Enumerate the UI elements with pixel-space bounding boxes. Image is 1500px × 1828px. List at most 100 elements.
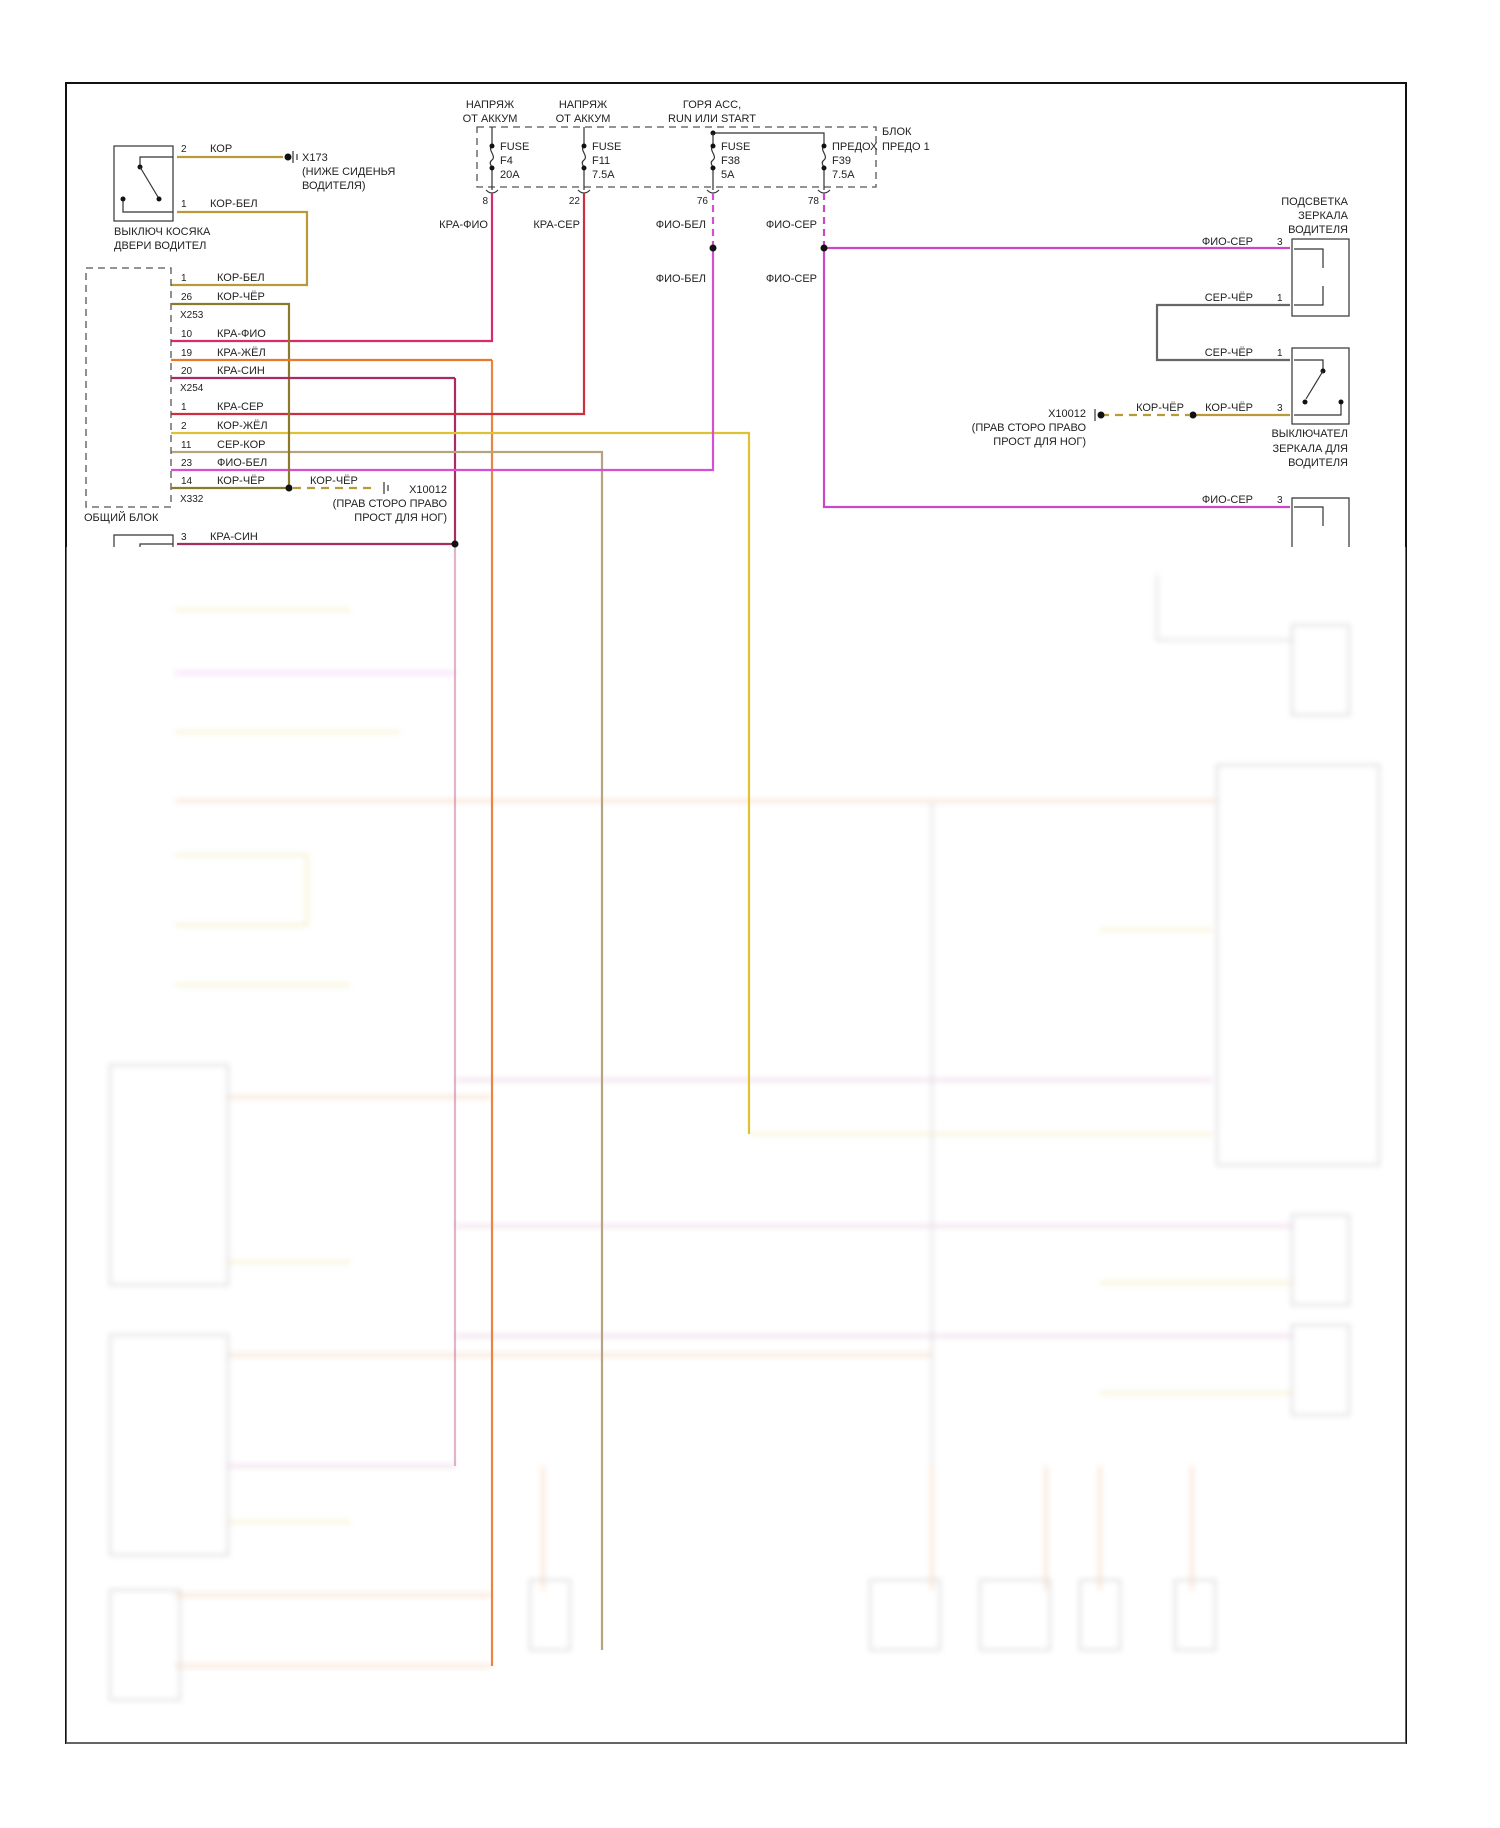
svg-text:8: 8 [482,196,488,207]
power-source-f11: НАПРЯЖ ОТ АККУМ [556,99,611,125]
diagram-frame [65,82,1407,1744]
svg-text:1: 1 [181,402,187,413]
svg-text:X173: X173 [302,152,328,164]
svg-text:78: 78 [808,196,820,207]
fuse-f4: FUSE F4 20A 8 КРА-ФИО [439,127,529,231]
svg-text:КРА-СИН: КРА-СИН [210,531,258,543]
svg-text:ВЫКЛЮЧАТЕЛ: ВЫКЛЮЧАТЕЛ [1271,428,1348,440]
svg-text:10: 10 [181,329,193,340]
wire-kra-fio [171,193,494,343]
svg-text:20: 20 [181,366,193,377]
svg-text:СЕР-КОР: СЕР-КОР [217,439,265,451]
svg-text:3: 3 [1277,495,1283,506]
fuse-block-label-2: ПРЕДО 1 [882,141,930,153]
svg-text:НАПРЯЖ: НАПРЯЖ [559,99,607,111]
wire-fio-bel [171,248,715,472]
svg-text:X10012: X10012 [409,484,447,496]
fuse-f39: ПРЕДОХ F39 7.5A 78 ФИО-СЕР ФИО-СЕР [766,141,878,285]
svg-text:КРА-СЕР: КРА-СЕР [217,401,264,413]
svg-text:КОР-ЧЁР: КОР-ЧЁР [217,475,265,487]
mirror-switch[interactable]: СЕР-ЧЁР 1 КОР-ЧЁР 3 ВЫКЛЮЧАТЕЛ ЗЕРКАЛА Д… [1205,347,1350,469]
svg-text:20A: 20A [500,169,520,181]
svg-text:ФИО-БЕЛ: ФИО-БЕЛ [656,273,706,285]
svg-text:ПОДСВЕТКА: ПОДСВЕТКА [1281,196,1348,208]
wire-ser-kor [171,450,604,1650]
svg-text:X332: X332 [180,494,204,505]
wire-label: КОР-БЕЛ [210,198,258,210]
wire-kra-ser [171,193,586,416]
svg-text:КОР-ЧЁР: КОР-ЧЁР [1136,402,1184,414]
ground-x10012-right: КОР-ЧЁР X10012 (ПРАВ СТОРО ПРАВО ПРОСТ Д… [972,402,1190,448]
fuse-block-label: БЛОК [882,126,912,138]
lower-left-component: 3 КРА-СИН [113,531,258,547]
svg-text:76: 76 [697,196,709,207]
svg-text:ГОРЯ ACC,: ГОРЯ ACC, [683,99,741,111]
blurred-lower-section [109,575,1380,1701]
fuse-block-outline [476,126,877,188]
body-module-outline [85,267,172,508]
svg-text:3: 3 [181,532,187,543]
ground-x173: X173 (НИЖЕ СИДЕНЬЯ ВОДИТЕЛЯ) [284,151,395,192]
svg-text:КРА-ФИО: КРА-ФИО [439,219,488,231]
svg-text:КРА-ФИО: КРА-ФИО [217,328,266,340]
wire-ser-cher [1155,303,1290,362]
svg-text:3: 3 [1277,237,1283,248]
svg-text:F4: F4 [500,155,513,167]
svg-text:ЗЕРКАЛА ДЛЯ: ЗЕРКАЛА ДЛЯ [1272,443,1348,455]
svg-text:КОР-ЧЁР: КОР-ЧЁР [310,475,358,487]
svg-text:ВОДИТЕЛЯ: ВОДИТЕЛЯ [1288,224,1348,236]
svg-text:3: 3 [1277,403,1283,414]
door-jamb-switch[interactable]: ВЫКЛЮЧ КОСЯКА ДВЕРИ ВОДИТЕЛ [113,145,211,252]
pin-label: 2 [181,144,187,155]
ignition-bus [713,132,825,146]
svg-text:RUN ИЛИ START: RUN ИЛИ START [668,113,756,125]
right-component-3: ФИО-СЕР 3 [1202,494,1350,547]
body-module-pins: 1 КОР-БЕЛ 26 КОР-ЧЁР X253 10 КРА-ФИО 19 КРА-… [180,272,268,505]
svg-text:КРА-ЖЁЛ: КРА-ЖЁЛ [217,347,266,359]
svg-text:ДВЕРИ ВОДИТЕЛ: ДВЕРИ ВОДИТЕЛ [114,240,206,252]
svg-text:F38: F38 [721,155,740,167]
svg-text:FUSE: FUSE [592,141,621,153]
wire-kor-zhel [171,431,751,1134]
svg-text:F39: F39 [832,155,851,167]
svg-text:X254: X254 [180,383,204,394]
wire-kor-bel [171,210,309,287]
svg-text:X10012: X10012 [1048,408,1086,420]
svg-text:X253: X253 [180,310,204,321]
svg-text:ОТ АККУМ: ОТ АККУМ [463,113,518,125]
svg-text:КОР-ЧЁР: КОР-ЧЁР [217,291,265,303]
svg-text:14: 14 [181,476,193,487]
svg-text:7.5A: 7.5A [832,169,855,181]
svg-text:22: 22 [569,196,581,207]
svg-text:26: 26 [181,292,193,303]
svg-text:ВОДИТЕЛЯ): ВОДИТЕЛЯ) [302,180,366,192]
wire-fio-ser [822,246,1290,509]
svg-text:7.5A: 7.5A [592,169,615,181]
svg-text:ФИО-СЕР: ФИО-СЕР [766,273,817,285]
svg-text:(ПРАВ СТОРО ПРАВО: (ПРАВ СТОРО ПРАВО [333,498,448,510]
svg-text:ФИО-СЕР: ФИО-СЕР [1202,236,1253,248]
svg-text:КОР-БЕЛ: КОР-БЕЛ [217,272,265,284]
svg-text:ФИО-БЕЛ: ФИО-БЕЛ [217,457,267,469]
ground-x10012-left: КОР-ЧЁР X10012 (ПРАВ СТОРО ПРАВО ПРОСТ Д… [293,475,447,524]
svg-text:11: 11 [181,440,192,451]
svg-text:23: 23 [181,458,193,469]
svg-text:КРА-СЕР: КРА-СЕР [533,219,580,231]
svg-text:КОР-ЖЁЛ: КОР-ЖЁЛ [217,420,268,432]
svg-text:ВОДИТЕЛЯ: ВОДИТЕЛЯ [1288,457,1348,469]
svg-text:ФИО-СЕР: ФИО-СЕР [1202,494,1253,506]
svg-text:НАПРЯЖ: НАПРЯЖ [466,99,514,111]
svg-text:19: 19 [181,348,193,359]
svg-text:F11: F11 [592,155,610,167]
svg-text:СЕР-ЧЁР: СЕР-ЧЁР [1205,292,1253,304]
svg-text:5A: 5A [721,169,735,181]
fuse-f38: FUSE F38 5A 76 ФИО-БЕЛ ФИО-БЕЛ [656,133,750,285]
wire-kor-cher [171,302,291,490]
body-module-label: ОБЩИЙ БЛОК [84,511,159,524]
svg-text:ПРОСТ ДЛЯ НОГ): ПРОСТ ДЛЯ НОГ) [354,512,447,524]
fuse-f11: FUSE F11 7.5A 22 КРА-СЕР [533,127,621,231]
pin-label: 1 [181,199,187,210]
wire-label: КОР [210,143,232,155]
svg-text:ВЫКЛЮЧ КОСЯКА: ВЫКЛЮЧ КОСЯКА [114,226,211,238]
